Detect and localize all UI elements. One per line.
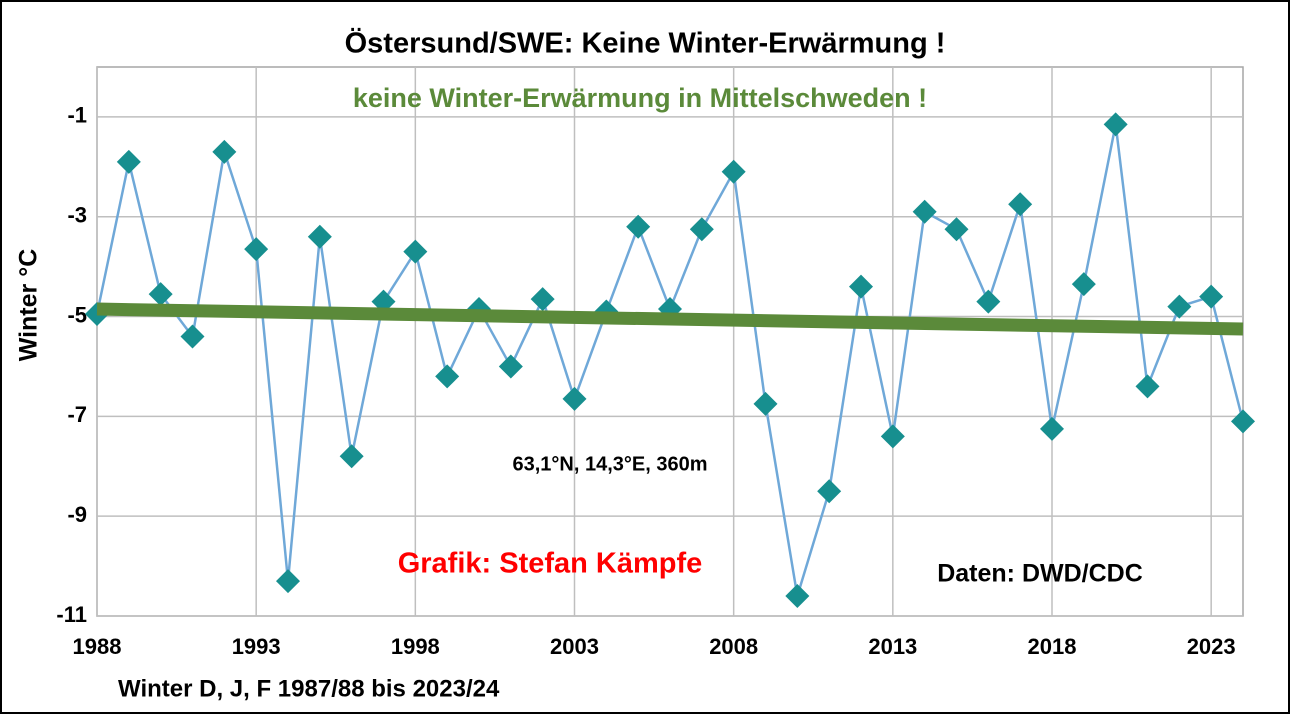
marker [849,274,873,299]
x-tick-label: 1993 [232,634,281,659]
y-axis-label: Winter °C [15,249,43,362]
y-tick-label: -7 [67,402,87,427]
marker [944,217,969,242]
marker [785,584,810,609]
marker [880,424,905,449]
y-tick-label: -1 [67,103,87,128]
marker [1071,272,1096,297]
marker [1167,294,1192,319]
marker [244,237,269,262]
marker [1135,374,1160,399]
marker [562,386,587,411]
marker [116,149,141,174]
marker [753,391,778,416]
marker [276,569,300,594]
marker [530,287,555,312]
marker [689,217,714,242]
marker [721,159,746,184]
marker [498,354,523,379]
annotation: keine Winter-Erwärmung in Mittelschweden… [353,83,927,113]
x-tick-label: 2023 [1187,634,1236,659]
annotation: Grafik: Stefan Kämpfe [398,548,703,580]
marker [148,282,173,307]
marker [307,224,332,249]
x-tick-label: 2008 [709,634,758,659]
x-tick-label: 2013 [868,634,917,659]
marker [976,289,1001,314]
marker [1231,409,1255,434]
marker [817,479,842,504]
marker [1008,192,1033,217]
marker [1040,416,1064,441]
marker [403,239,428,264]
x-tick-label: 1988 [73,634,122,659]
chart-title: Östersund/SWE: Keine Winter-Erwärmung ! [345,27,946,60]
marker [1103,112,1128,137]
y-tick-label: -5 [67,302,87,327]
y-tick-label: -11 [56,602,87,627]
marker [339,444,364,469]
trend-line [96,302,1244,336]
marker [435,364,460,389]
x-tick-label: 1998 [391,634,440,659]
y-tick-label: -3 [67,203,87,228]
x-axis-label: Winter D, J, F 1987/88 bis 2023/24 [118,675,500,702]
x-tick-label: 2003 [550,634,599,659]
x-tick-label: 2018 [1028,634,1077,659]
marker [180,324,205,349]
marker [912,199,937,224]
marker [626,214,651,239]
marker [1199,284,1224,309]
y-tick-label: -9 [67,502,87,527]
marker [212,139,237,164]
annotation: 63,1°N, 14,3°E, 360m [512,453,707,475]
annotation: Daten: DWD/CDC [937,560,1143,588]
